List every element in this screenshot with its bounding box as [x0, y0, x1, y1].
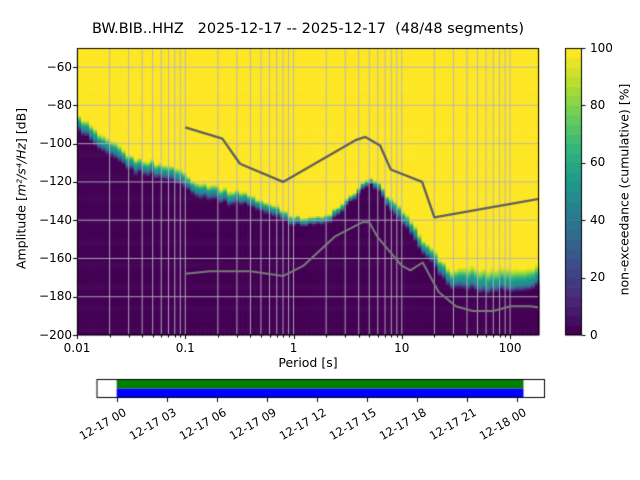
x-tick-label: 10: [394, 341, 410, 355]
x-axis-label: Period [s]: [278, 355, 338, 370]
x-tick-label: 0.01: [63, 341, 91, 355]
x-tick-label: 0.1: [175, 341, 195, 355]
y-tick-label: −60: [46, 59, 72, 74]
y-tick-label: −80: [46, 97, 72, 112]
x-tick-label: 1: [289, 341, 298, 355]
colorbar-tick-label: 80: [590, 97, 606, 112]
y-tick-label: −120: [39, 174, 72, 189]
colorbar-tick-label: 100: [590, 40, 613, 55]
colorbar-tick-label: 20: [590, 270, 606, 285]
y-tick-label: −160: [39, 250, 72, 265]
figure-title: BW.BIB..HHZ 2025-12-17 -- 2025-12-17 (48…: [92, 21, 524, 37]
y-tick-label: −200: [39, 327, 72, 342]
colorbar-label: non-exceedance (cumulative) [%]: [616, 83, 632, 296]
x-tick-label: 100: [498, 341, 522, 355]
y-tick-label: −180: [39, 289, 72, 304]
colorbar-tick-label: 0: [590, 327, 598, 342]
colorbar-tick-label: 60: [590, 155, 606, 170]
y-tick-label: −140: [39, 212, 72, 227]
y-tick-label: −100: [39, 136, 72, 151]
colorbar-tick-label: 40: [590, 212, 606, 227]
